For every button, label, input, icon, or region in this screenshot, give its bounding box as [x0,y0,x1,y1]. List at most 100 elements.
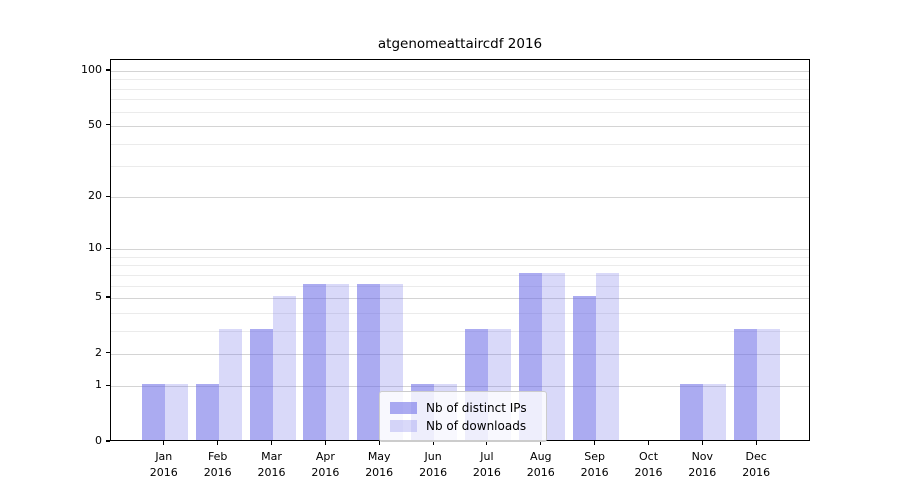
y-tick-mark-0 [106,440,110,442]
x-tick-month: Oct [638,450,659,463]
x-tick-mark-feb [217,441,219,445]
legend-label-downloads: Nb of downloads [426,418,527,433]
bar-downloads-mar [272,296,296,440]
x-tick-year: 2016 [472,465,501,479]
x-tick-month: Jun [424,450,442,463]
x-tick-label-apr: Apr 2016 [293,449,357,480]
gridline-minor-30 [111,165,809,167]
legend-item-downloads: Nb of downloads [390,417,536,434]
x-tick-month: May [367,450,391,463]
gridline-major-2 [111,353,809,355]
x-tick-year: 2016 [742,465,771,479]
legend-swatch-downloads [390,419,417,432]
x-tick-mark-jul [486,441,488,445]
x-tick-month: Jan [155,450,173,463]
y-tick-label-1: 1 [95,378,102,392]
y-tick-label-100: 100 [81,63,102,76]
x-tick-label-jun: Jun 2016 [401,449,465,480]
bar-ips-apr [303,283,327,440]
gridline-minor-7 [111,274,809,276]
gridline-minor-8 [111,265,809,267]
bar-downloads-jan [164,384,188,440]
legend-item-distinct-ips: Nb of distinct IPs [390,399,536,416]
gridline-minor-60 [111,111,809,113]
bar-ips-nov [680,384,704,440]
x-tick-mark-mar [270,441,273,445]
x-tick-year: 2016 [580,465,609,479]
x-tick-year: 2016 [149,465,178,479]
gridline-minor-3 [111,330,809,332]
x-tick-mark-sep [594,441,596,445]
bar-downloads-dec [757,328,781,440]
x-tick-month: Aug [530,450,552,463]
x-tick-month: Feb [207,450,228,463]
gridline-minor-70 [111,99,809,101]
x-tick-mark-may [378,441,380,445]
gridline-major-10 [111,249,809,251]
y-tick-mark-10 [106,247,110,249]
x-tick-label-sep: Sep 2016 [563,449,627,480]
x-tick-month: Sep [584,450,605,463]
gridline-minor-6 [111,285,809,287]
y-tick-mark-100 [106,69,110,71]
gridline-minor-4 [111,312,809,314]
x-tick-year: 2016 [634,465,663,479]
x-tick-month: Apr [315,450,335,463]
y-tick-label-50: 50 [88,117,102,131]
bar-ips-may [357,283,381,440]
legend: Nb of distinct IPs Nb of downloads [379,391,547,442]
bar-downloads-apr [326,283,350,440]
x-tick-label-dec: Dec 2016 [724,449,788,480]
x-tick-mark-oct [647,441,650,445]
gridline-major-5 [111,298,809,299]
x-tick-month: Jul [480,450,494,463]
x-tick-label-aug: Aug 2016 [509,449,573,480]
x-tick-mark-jan [163,441,165,445]
x-tick-mark-jun [432,441,434,445]
y-tick-label-2: 2 [95,345,102,359]
plot-area [110,59,810,441]
y-tick-label-20: 20 [88,189,102,203]
bar-ips-dec [734,328,758,440]
x-tick-label-jul: Jul 2016 [455,449,519,480]
x-tick-month: Mar [261,450,282,463]
x-tick-mark-apr [324,441,326,445]
x-tick-label-may: May 2016 [347,449,411,480]
x-tick-label-nov: Nov 2016 [670,449,734,480]
x-tick-mark-aug [540,441,542,445]
y-tick-label-5: 5 [95,290,102,303]
x-tick-mark-nov [701,441,703,445]
bar-downloads-sep [595,272,619,440]
bar-ips-jan [141,384,165,440]
gridline-major-50 [111,125,809,127]
y-tick-mark-20 [106,195,110,197]
chart-title: atgenomeattaircdf 2016 [377,36,543,52]
gridline-minor-9 [111,256,809,258]
x-tick-year: 2016 [688,465,717,479]
x-tick-mark-dec [755,441,757,445]
gridline-minor-40 [111,143,809,145]
x-tick-label-mar: Mar 2016 [240,449,304,480]
x-tick-year: 2016 [203,465,232,479]
x-tick-label-oct: Oct 2016 [617,449,681,480]
gridline-major-100 [111,71,809,72]
gridline-minor-80 [111,88,809,90]
x-tick-year: 2016 [365,465,394,479]
gridline-major-1 [111,386,809,388]
x-tick-year: 2016 [419,465,448,479]
x-tick-month: Dec [745,450,767,463]
y-tick-mark-50 [106,124,110,126]
x-tick-label-jan: Jan 2016 [132,449,196,480]
y-tick-mark-1 [106,384,110,386]
y-tick-label-10: 10 [88,241,102,255]
legend-label-distinct-ips: Nb of distinct IPs [426,400,527,415]
x-tick-month: Nov [691,450,714,463]
bar-downloads-aug [541,272,565,440]
y-tick-mark-2 [106,352,110,354]
x-tick-year: 2016 [257,465,286,479]
x-tick-label-feb: Feb 2016 [186,449,250,480]
bar-ips-sep [572,296,596,440]
legend-swatch-distinct-ips [390,401,417,414]
gridline-minor-90 [111,79,809,81]
